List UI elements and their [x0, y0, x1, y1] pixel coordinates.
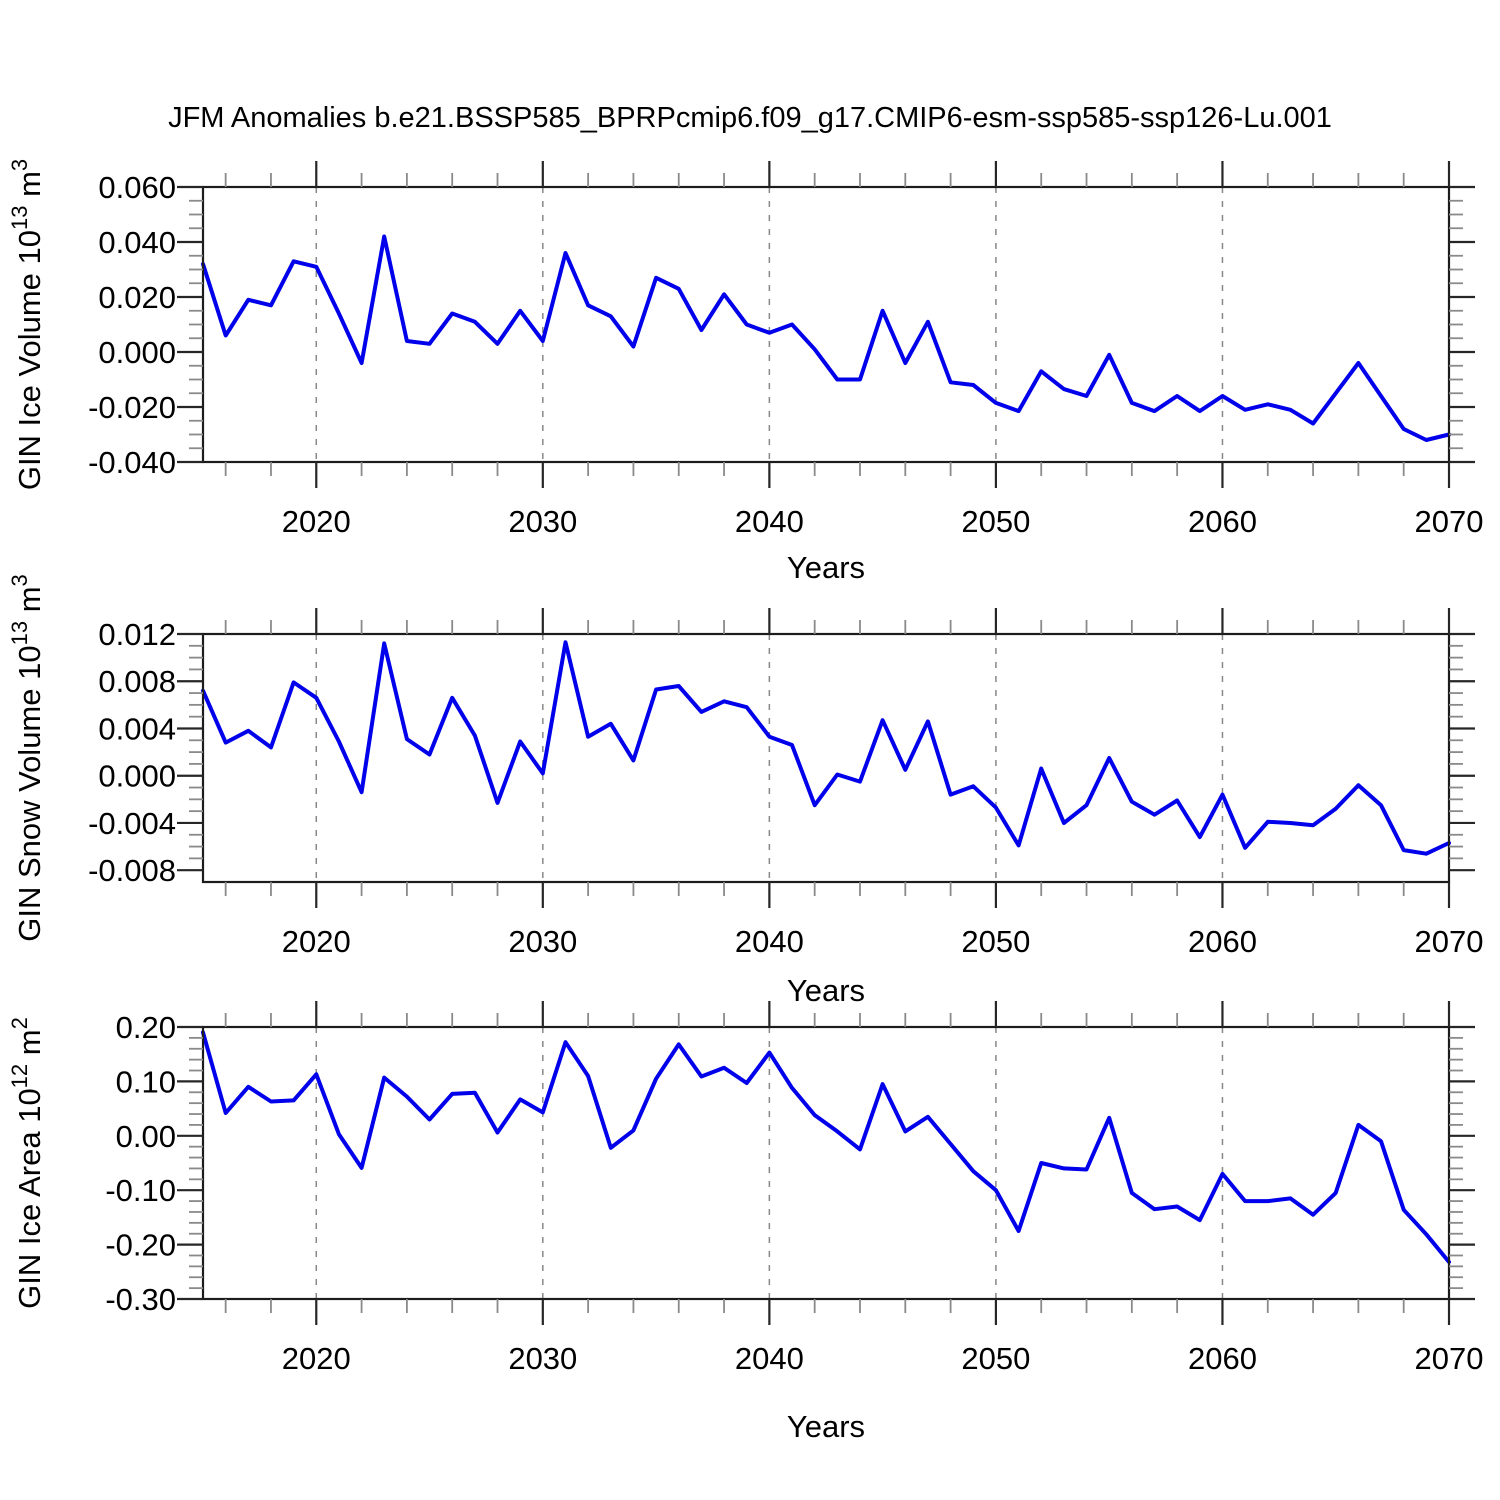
gin-ice-area-xtick-label: 2070 [1415, 1341, 1484, 1376]
gin-ice-volume-xtick-label: 2020 [282, 504, 351, 539]
gin-snow-volume-gridlines [315, 634, 1224, 882]
gin-ice-volume-ytick-label: -0.020 [88, 390, 176, 425]
gin-snow-volume-data-line [201, 640, 1451, 856]
gin-snow-volume-ytick-label: 0.000 [98, 759, 176, 794]
gin-ice-volume-xtick-label: 2040 [735, 504, 804, 539]
gin-ice-area-ytick-label: 0.10 [116, 1064, 176, 1099]
gin-ice-volume-ytick-label: 0.000 [98, 335, 176, 370]
gin-ice-volume-xaxis-title: Years [787, 550, 865, 585]
gin-ice-area-ytick-label: 0.00 [116, 1119, 176, 1154]
gin-ice-volume-xtick-label: 2060 [1188, 504, 1257, 539]
chart-title: JFM Anomalies b.e21.BSSP585_BPRPcmip6.f0… [168, 102, 1332, 134]
gin-snow-volume-xtick-label: 2070 [1415, 924, 1484, 959]
gin-ice-volume-xtick-label: 2050 [961, 504, 1030, 539]
gin-ice-area-xtick-label: 2060 [1188, 1341, 1257, 1376]
panels-group: 0.060 0.040 0.020 0.000 -0.020 -0.040 2020 2030… [7, 159, 1483, 1444]
gin-ice-volume-ytick-label: 0.060 [98, 170, 176, 205]
gin-ice-area-yaxis-title: GIN Ice Area 1012 m2 [7, 1017, 47, 1309]
gin-ice-volume-yaxis-title: GIN Ice Volume 1013 m3 [7, 159, 47, 490]
panel-gin-ice-volume: 0.060 0.040 0.020 0.000 -0.020 -0.040 2020 2030… [7, 159, 1483, 585]
gin-ice-area-ytick-label: -0.10 [105, 1173, 176, 1208]
gin-snow-volume-xtick-label: 2060 [1188, 924, 1257, 959]
gin-ice-volume-ytick-label: 0.020 [98, 280, 176, 315]
gin-ice-area-xtick-label: 2020 [282, 1341, 351, 1376]
gin-ice-volume-ytick-label: 0.040 [98, 225, 176, 260]
gin-ice-area-gridlines [315, 1027, 1224, 1299]
gin-snow-volume-xtick-label: 2050 [961, 924, 1030, 959]
gin-ice-volume-ticks [177, 161, 1475, 488]
gin-ice-volume-xtick-label: 2030 [508, 504, 577, 539]
gin-ice-area-xtick-label: 2040 [735, 1341, 804, 1376]
panel-gin-snow-volume: 0.012 0.008 0.004 0.000 -0.004 -0.008 2020 2030… [7, 574, 1483, 1008]
gin-snow-volume-yaxis-title: GIN Snow Volume 1013 m3 [7, 574, 47, 942]
gin-snow-volume-ytick-label: 0.012 [98, 617, 176, 652]
gin-snow-volume-xtick-label: 2030 [508, 924, 577, 959]
gin-snow-volume-ticks [177, 608, 1475, 908]
gin-snow-volume-ytick-label: 0.004 [98, 711, 176, 746]
gin-ice-volume-xtick-label: 2070 [1415, 504, 1484, 539]
gin-ice-area-ytick-label: 0.20 [116, 1010, 176, 1045]
gin-ice-area-ytick-label: -0.30 [105, 1282, 176, 1317]
gin-snow-volume-xtick-label: 2020 [282, 924, 351, 959]
gin-ice-area-ticks [177, 1001, 1475, 1325]
gin-ice-volume-gridlines [315, 187, 1224, 462]
gin-snow-volume-ytick-label: -0.008 [88, 853, 176, 888]
gin-ice-area-ytick-label: -0.20 [105, 1228, 176, 1263]
gin-ice-area-xtick-label: 2050 [961, 1341, 1030, 1376]
gin-ice-area-xaxis-title: Years [787, 1409, 865, 1444]
gin-ice-area-axis-frame [201, 1025, 1451, 1301]
gin-snow-volume-xaxis-title: Years [787, 973, 865, 1008]
gin-snow-volume-xtick-label: 2040 [735, 924, 804, 959]
gin-ice-area-data-line [201, 1030, 1451, 1264]
panel-gin-ice-area: 0.20 0.10 0.00 -0.10 -0.20 -0.30 2020 2030 2040 2… [7, 1001, 1483, 1444]
gin-ice-volume-axis-frame [201, 185, 1451, 464]
gin-snow-volume-axis-frame [201, 632, 1451, 884]
gin-snow-volume-ytick-label: 0.008 [98, 664, 176, 699]
gin-ice-area-xtick-label: 2030 [508, 1341, 577, 1376]
gin-ice-volume-ytick-label: -0.040 [88, 445, 176, 480]
gin-ice-volume-data-line [201, 234, 1451, 442]
gin-snow-volume-ytick-label: -0.004 [88, 806, 176, 841]
